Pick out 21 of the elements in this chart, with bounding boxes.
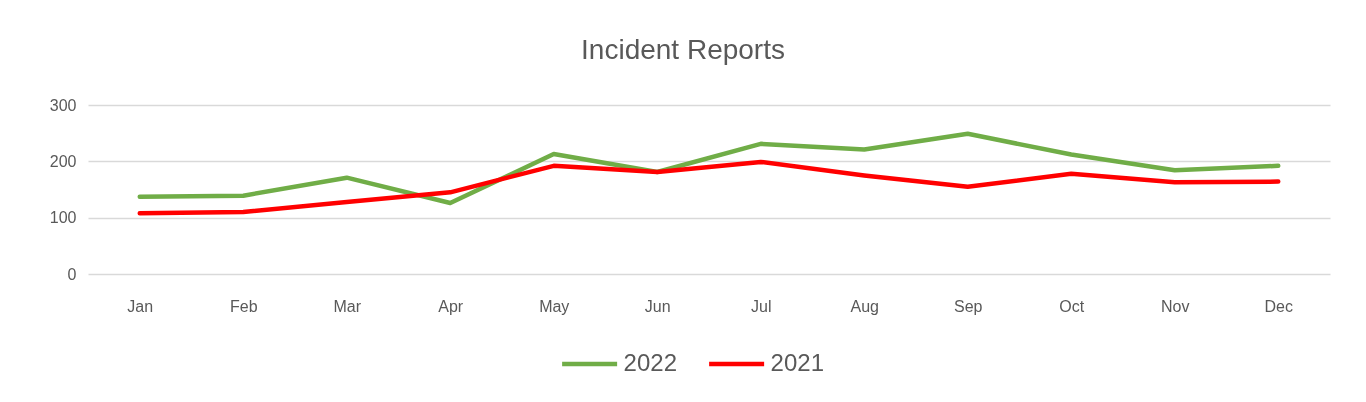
y-tick-label: 200 [49, 152, 77, 170]
x-tick-label: Jul [751, 297, 772, 315]
legend-label: 2022 [623, 349, 678, 376]
line-series [137, 159, 1281, 216]
chart-title: Incident Reports [581, 34, 785, 65]
x-tick-label: Feb [229, 297, 258, 315]
line-series [137, 131, 1281, 206]
x-tick-label: Jan [127, 297, 154, 315]
x-tick-label: Sep [954, 297, 983, 315]
x-tick-label: Nov [1161, 297, 1190, 315]
y-tick-label: 0 [67, 265, 77, 283]
x-tick-label: Apr [438, 297, 464, 315]
y-tick-label: 300 [49, 96, 77, 114]
x-tick-label: May [539, 297, 570, 315]
legend-label: 2021 [770, 349, 825, 376]
y-tick-label: 100 [49, 209, 77, 227]
x-tick-label: Jun [644, 297, 671, 315]
x-tick-label: Mar [333, 297, 362, 315]
x-tick-label: Dec [1264, 297, 1293, 315]
x-tick-label: Oct [1059, 297, 1085, 315]
x-tick-label: Aug [850, 297, 879, 315]
